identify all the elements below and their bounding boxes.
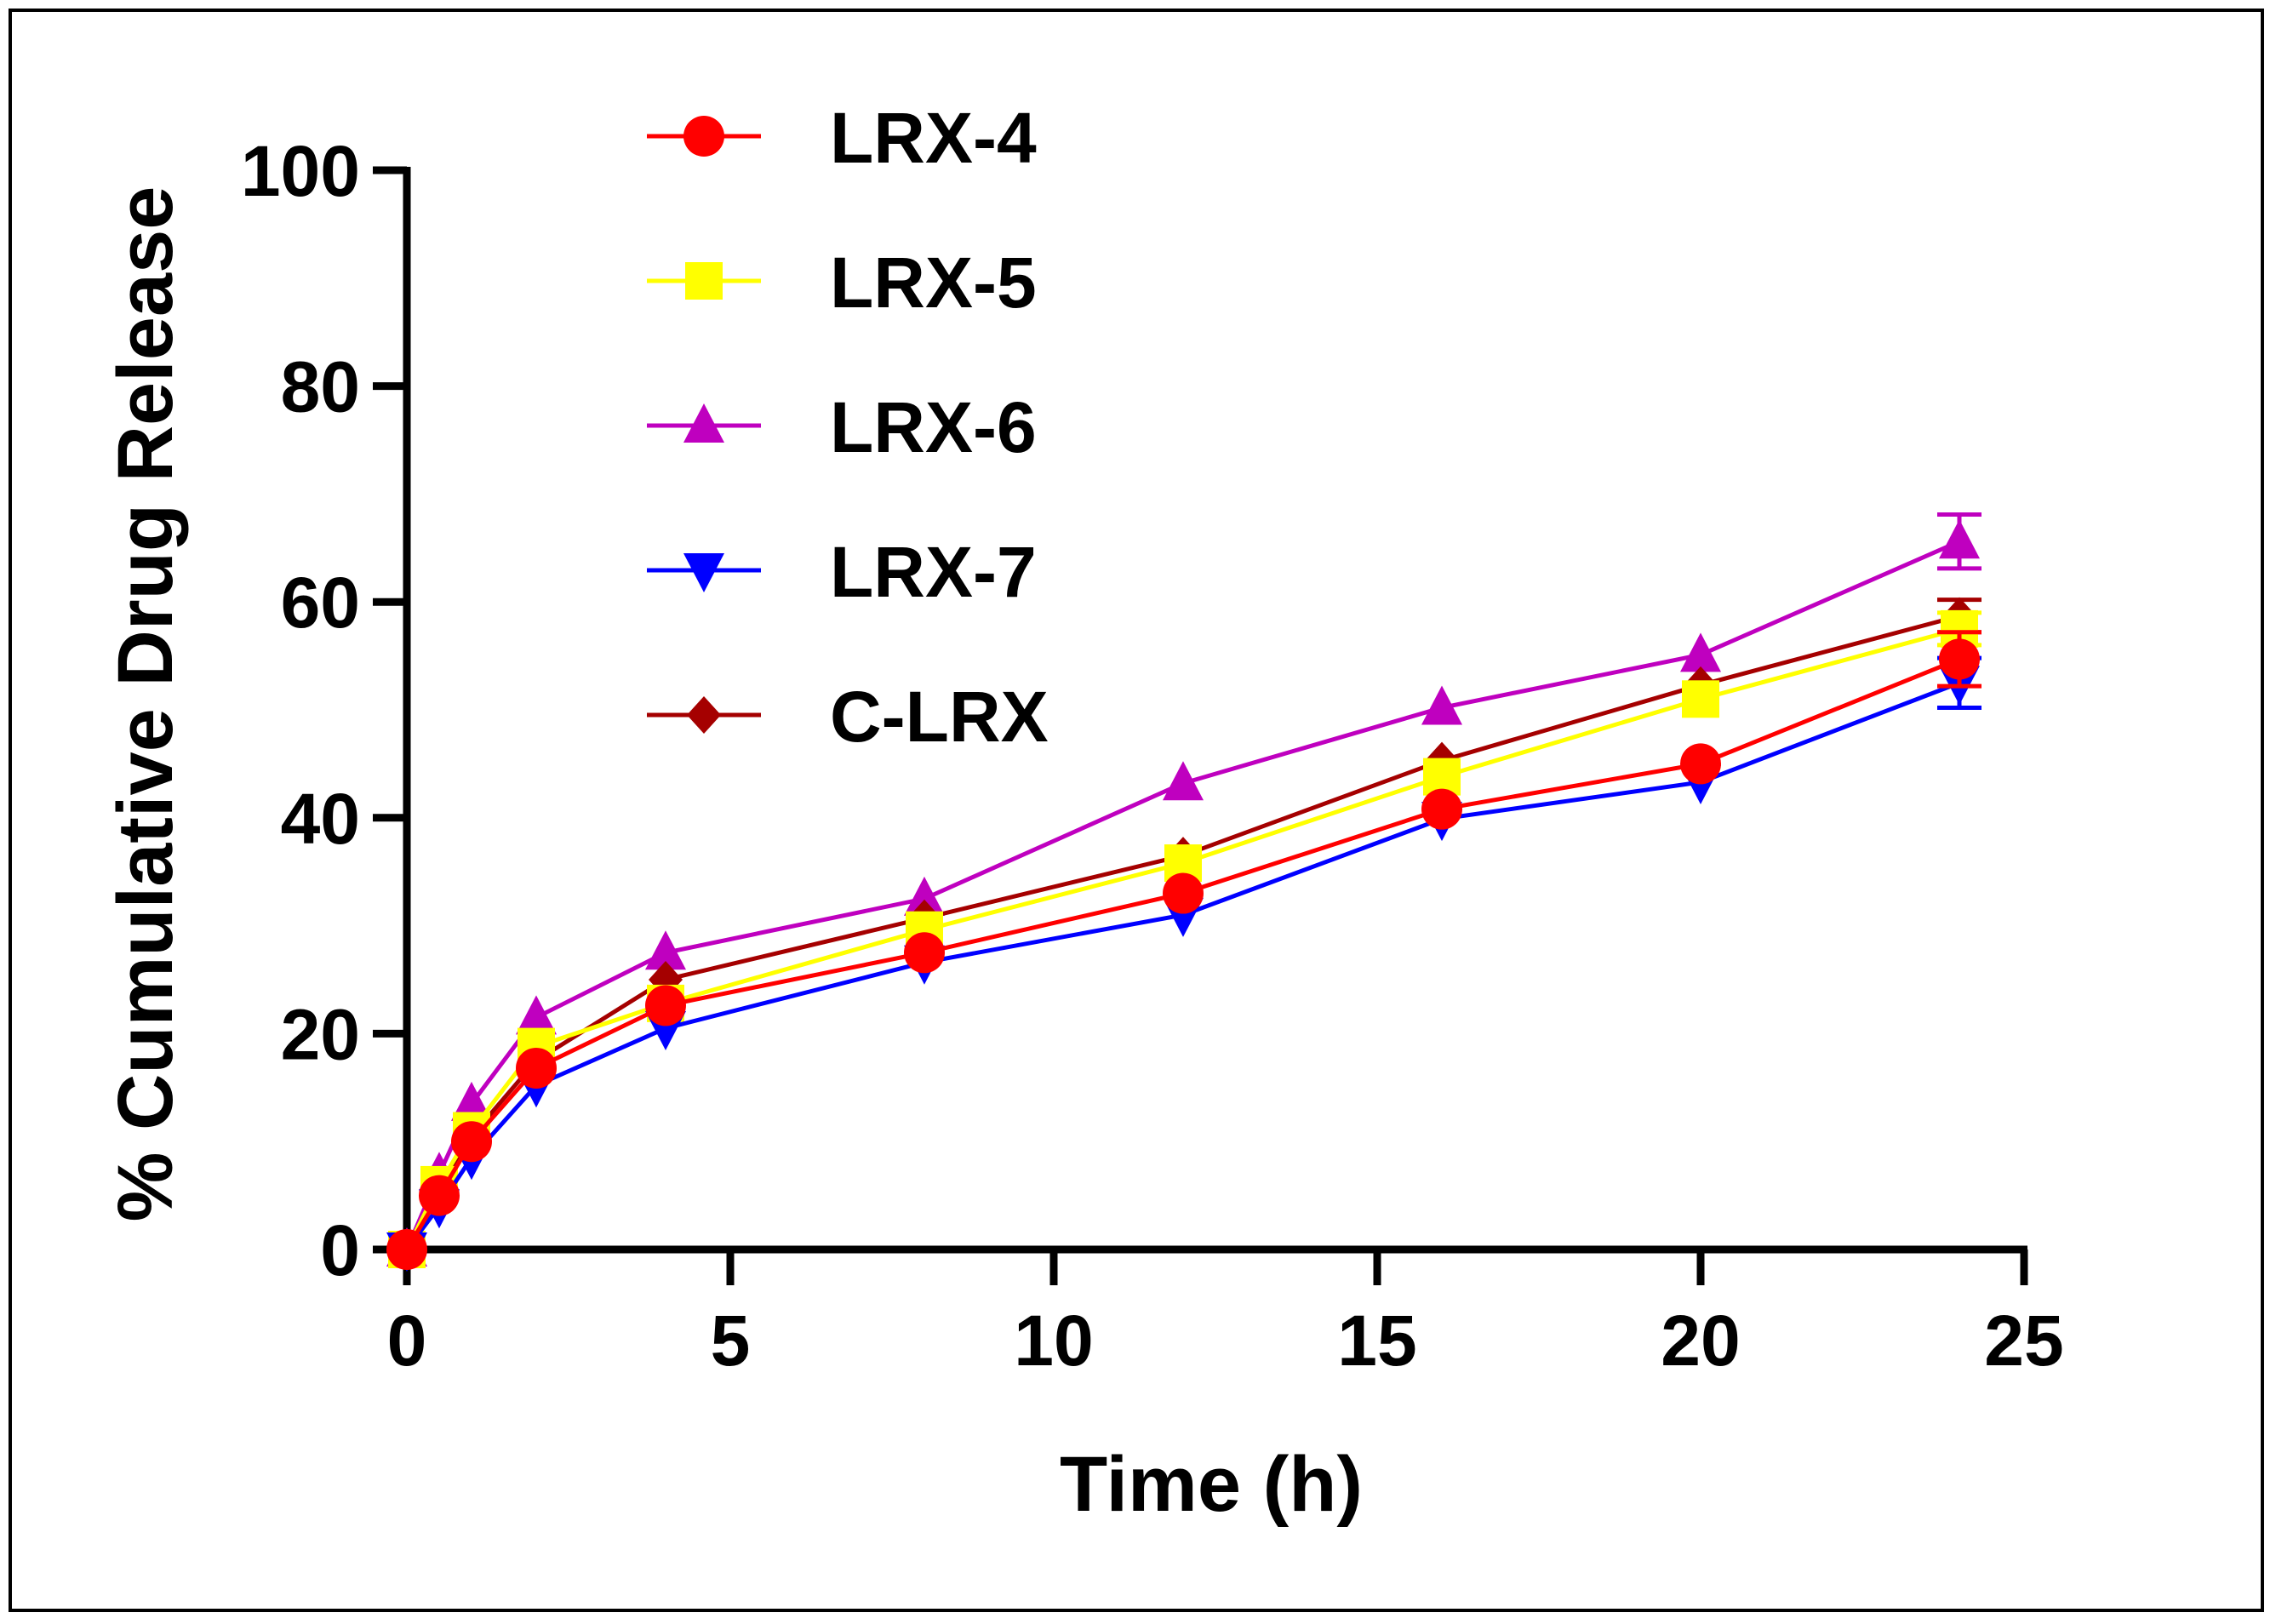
data-point — [645, 930, 686, 970]
data-point — [1163, 872, 1204, 914]
legend-label: LRX-4 — [830, 98, 1037, 178]
data-point — [904, 876, 945, 916]
legend-marker — [687, 696, 721, 734]
y-tick-label: 80 — [281, 347, 360, 427]
data-point — [516, 995, 557, 1035]
data-point — [1682, 680, 1719, 718]
x-tick-label: 20 — [1661, 1301, 1740, 1381]
legend-marker — [683, 403, 724, 443]
x-axis-label: Time (h) — [1060, 1441, 1363, 1528]
data-point — [1163, 761, 1204, 801]
series-line — [404, 614, 1960, 1251]
y-axis-label: % Cumulative Drug Release — [102, 186, 189, 1222]
series-line — [404, 680, 1960, 1251]
y-tick-label: 0 — [320, 1210, 360, 1290]
data-point — [1680, 743, 1721, 785]
legend-item-lrx-6: LRX-6 — [647, 387, 1037, 467]
axes — [403, 167, 2027, 1254]
data-point — [386, 1229, 427, 1270]
data-point — [1421, 685, 1462, 725]
series-c-lrx — [390, 597, 1981, 1268]
data-point — [904, 932, 945, 974]
ticks: 0 20 40 60 80 100 0 5 10 15 20 25 — [241, 131, 2064, 1381]
legend: LRX-4 LRX-5 LRX-6 LRX-7 C-LRX — [647, 98, 1049, 757]
y-tick-label: 40 — [281, 779, 360, 859]
x-tick-label: 15 — [1337, 1301, 1416, 1381]
data-point — [645, 985, 686, 1026]
chart-frame — [9, 9, 2264, 1612]
legend-label: LRX-5 — [830, 243, 1037, 323]
legend-item-c-lrx: C-LRX — [647, 677, 1049, 757]
legend-item-lrx-5: LRX-5 — [647, 243, 1037, 323]
legend-label: LRX-6 — [830, 387, 1037, 467]
series-lrx-5 — [388, 609, 1981, 1268]
legend-label: LRX-7 — [830, 532, 1037, 612]
data-point — [451, 1121, 492, 1163]
legend-marker — [683, 116, 724, 157]
data-point — [1939, 638, 1980, 680]
data-point — [1939, 519, 1980, 559]
data-point — [516, 1047, 557, 1089]
legend-item-lrx-4: LRX-4 — [647, 98, 1037, 178]
data-point — [451, 1081, 492, 1121]
legend-label: C-LRX — [830, 677, 1049, 757]
legend-marker — [685, 262, 723, 300]
legend-item-lrx-7: LRX-7 — [647, 532, 1037, 612]
series-lrx-7 — [386, 655, 1981, 1272]
legend-marker — [683, 553, 724, 592]
x-tick-label: 5 — [711, 1301, 751, 1381]
series-line — [404, 657, 1960, 1251]
y-tick-label: 60 — [281, 563, 360, 643]
y-tick-label: 100 — [241, 131, 360, 211]
x-tick-label: 25 — [1984, 1301, 2063, 1381]
series-line — [404, 626, 1960, 1251]
x-tick-label: 0 — [387, 1301, 427, 1381]
series-lrx-4 — [386, 630, 1981, 1270]
series-layer — [386, 512, 1981, 1272]
data-point — [1421, 788, 1462, 830]
data-point — [1680, 632, 1721, 672]
x-tick-label: 10 — [1014, 1301, 1093, 1381]
data-point — [419, 1175, 460, 1216]
y-tick-label: 20 — [281, 994, 360, 1074]
